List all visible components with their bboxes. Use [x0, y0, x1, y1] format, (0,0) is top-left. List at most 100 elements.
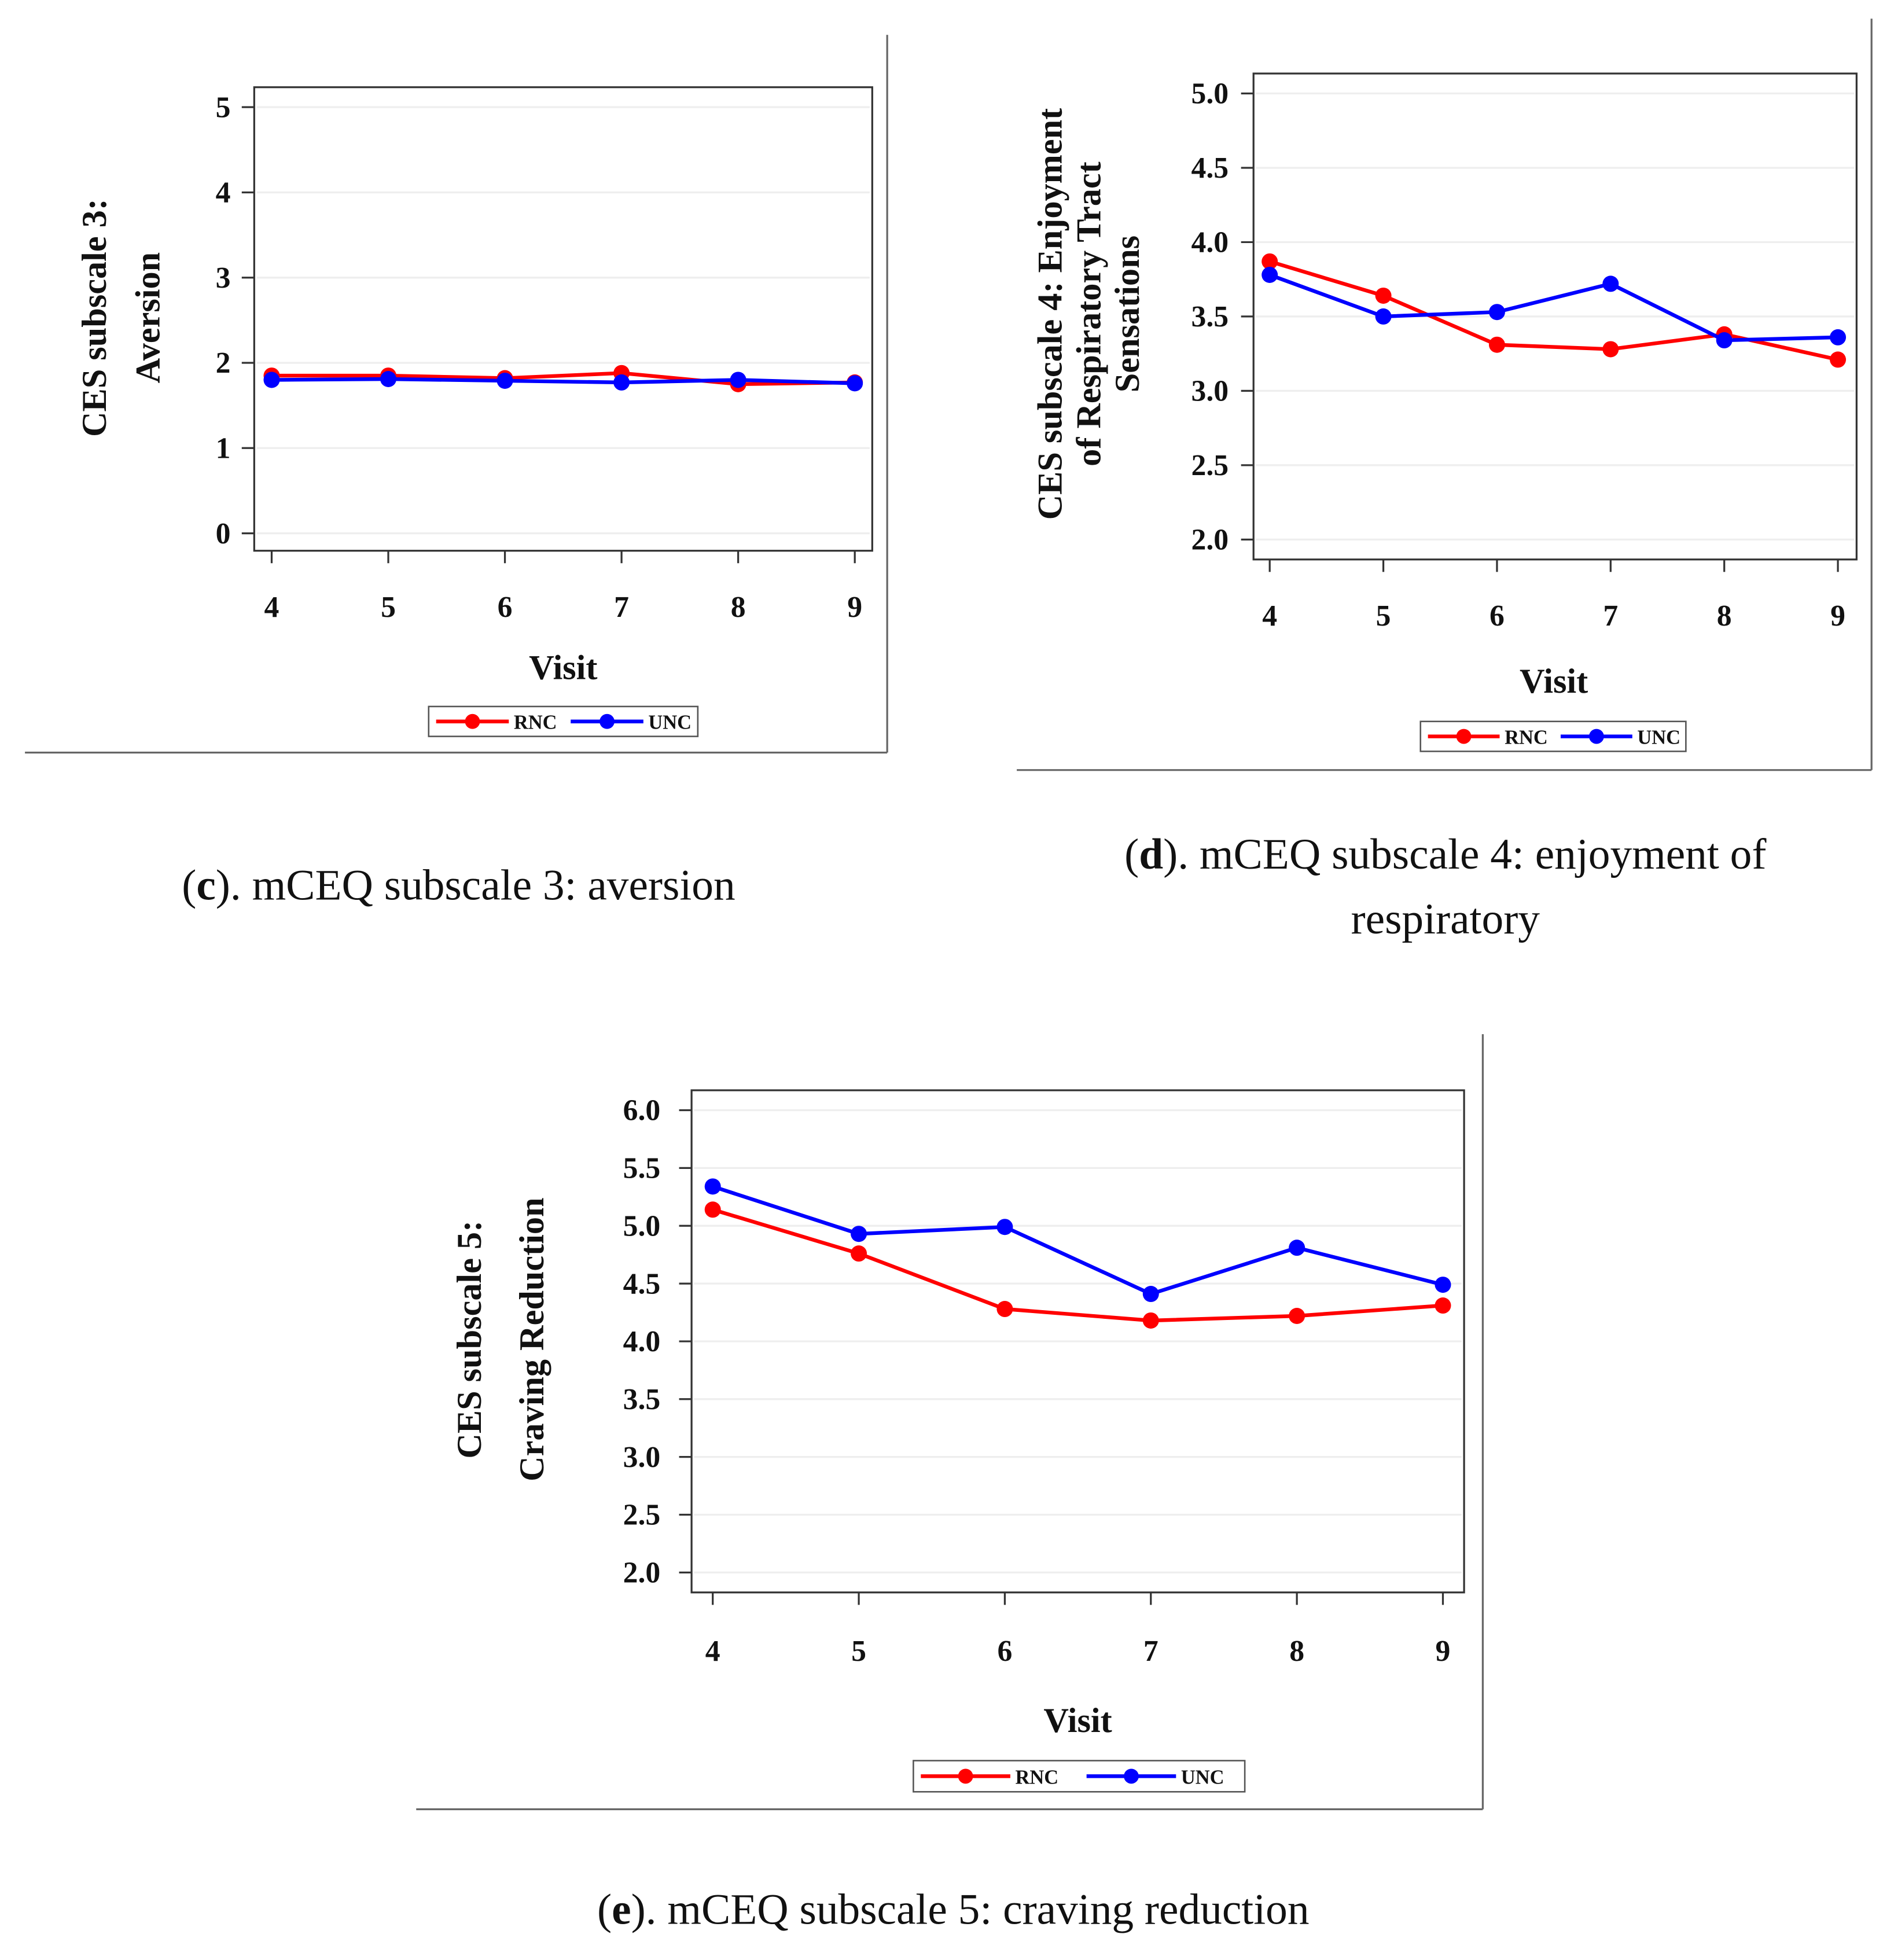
legend-label: UNC	[1637, 726, 1680, 748]
data-point-unc	[1435, 1277, 1451, 1293]
legend: RNC UNC	[428, 705, 699, 737]
x-tick-label: 9	[847, 591, 862, 624]
data-point-rnc	[996, 1301, 1013, 1318]
caption-text: ). mCEQ subscale 5: craving reduction	[631, 1886, 1310, 1934]
data-point-rnc	[1435, 1297, 1451, 1314]
legend-swatch-marker	[958, 1768, 973, 1784]
y-tick-label: 2	[216, 347, 231, 380]
y-tick-label: 5	[216, 91, 231, 124]
caption-letter: e	[612, 1886, 631, 1934]
y-tick-label: 5.0	[1191, 78, 1229, 111]
x-tick-label: 7	[614, 591, 629, 624]
y-tick-label: 2.0	[1191, 524, 1229, 557]
x-tick-label: 8	[1289, 1635, 1304, 1668]
x-tick-label: 5	[1376, 600, 1391, 633]
legend: RNC UNC	[1419, 720, 1687, 752]
legend-swatch-marker	[1456, 729, 1472, 744]
data-point-unc	[996, 1219, 1013, 1235]
series-line-rnc	[1269, 259, 1838, 362]
plot-area	[690, 1089, 1465, 1594]
y-tick-label: 6.0	[623, 1094, 661, 1127]
legend-label: RNC	[514, 712, 557, 734]
caption-paren: (	[182, 862, 196, 910]
x-tick-label: 9	[1436, 1635, 1451, 1668]
data-point-rnc	[1142, 1312, 1159, 1329]
x-axis-title: Visit	[529, 648, 597, 687]
series-line-unc	[271, 377, 855, 385]
caption-paren: (	[597, 1886, 612, 1934]
x-axis-title: Visit	[1043, 1701, 1112, 1740]
series-line-rnc	[271, 371, 855, 387]
y-tick-label: 3.5	[1191, 300, 1229, 333]
data-point-unc	[730, 372, 746, 388]
y-tick-label: 4.5	[623, 1267, 661, 1300]
data-point-unc	[1716, 332, 1733, 349]
x-tick-label: 7	[1603, 600, 1618, 633]
y-tick-label: 4.5	[1191, 152, 1229, 185]
y-tick-label: 1	[216, 432, 231, 465]
legend-label: UNC	[1181, 1766, 1224, 1788]
x-axis-title: Visit	[1520, 662, 1588, 701]
legend-swatch-marker	[1124, 1768, 1139, 1784]
legend-swatch-marker	[1588, 729, 1604, 744]
legend-label: UNC	[648, 712, 692, 734]
series-line-unc	[1269, 273, 1838, 343]
data-point-unc	[263, 372, 280, 388]
legend-swatch-marker	[600, 714, 615, 729]
data-point-unc	[1488, 304, 1505, 321]
data-point-unc	[847, 375, 863, 392]
data-point-rnc	[851, 1245, 867, 1262]
data-point-unc	[1142, 1286, 1159, 1303]
data-point-rnc	[704, 1201, 721, 1218]
data-point-rnc	[1602, 341, 1619, 358]
data-point-rnc	[1289, 1307, 1305, 1324]
legend-swatch-marker	[465, 714, 480, 729]
data-point-rnc	[1375, 287, 1392, 304]
y-axis-title-line: CES subscale 3:	[75, 198, 114, 437]
chart-c: 0 1 2 3 4 5 4 5 6 7 8 9 Visit CES subscale 3: Aversion…	[25, 35, 888, 910]
caption-letter: c	[196, 862, 215, 910]
data-point-unc	[1262, 266, 1278, 283]
data-point-unc	[704, 1178, 721, 1195]
caption-paren: (	[1124, 830, 1139, 878]
y-tick-label: 4.0	[1191, 226, 1229, 259]
data-point-rnc	[1262, 253, 1278, 270]
y-tick-label: 3.5	[623, 1383, 661, 1416]
y-tick-label: 4.0	[623, 1325, 661, 1358]
caption-text: ). mCEQ subscale 4: enjoyment of	[1163, 830, 1767, 878]
x-tick-label: 5	[381, 591, 396, 624]
y-tick-label: 2.0	[623, 1557, 661, 1590]
y-tick-label: 5.5	[623, 1152, 661, 1185]
y-axis-title-line: CES subscale 4: Enjoyment	[1031, 108, 1070, 520]
y-tick-label: 5.0	[623, 1209, 661, 1242]
plot-area	[253, 86, 873, 552]
data-point-unc	[1375, 308, 1392, 325]
data-point-unc	[613, 374, 630, 391]
caption-letter: d	[1139, 830, 1163, 878]
x-tick-label: 4	[264, 591, 279, 624]
series-line-unc	[712, 1185, 1444, 1296]
x-tick-label: 8	[1717, 600, 1732, 633]
data-point-unc	[1830, 329, 1847, 345]
x-tick-label: 7	[1143, 1635, 1159, 1668]
y-tick-label: 2.5	[623, 1499, 661, 1532]
caption-text: ). mCEQ subscale 3: aversion	[216, 862, 735, 910]
caption-line: (d). mCEQ subscale 4: enjoyment of	[1124, 830, 1767, 878]
data-point-unc	[380, 371, 396, 387]
caption-line: (e). mCEQ subscale 5: craving reduction	[597, 1886, 1310, 1934]
data-point-unc	[1289, 1240, 1305, 1256]
series-line-rnc	[712, 1208, 1443, 1323]
data-point-unc	[1602, 275, 1619, 292]
y-tick-label: 0	[216, 517, 231, 550]
y-axis-title-line: CES subscale 5:	[450, 1220, 489, 1459]
caption-line: (c). mCEQ subscale 3: aversion	[182, 862, 735, 910]
x-tick-label: 6	[1490, 600, 1505, 633]
y-axis-title-line: of Respiratory Tract	[1069, 161, 1108, 466]
x-tick-label: 6	[498, 591, 513, 624]
y-tick-label: 3.0	[1191, 375, 1229, 408]
x-tick-label: 8	[731, 591, 746, 624]
legend: RNC UNC	[913, 1760, 1246, 1793]
y-tick-label: 3.0	[623, 1441, 661, 1474]
data-point-unc	[497, 372, 513, 389]
x-tick-label: 5	[851, 1635, 866, 1668]
